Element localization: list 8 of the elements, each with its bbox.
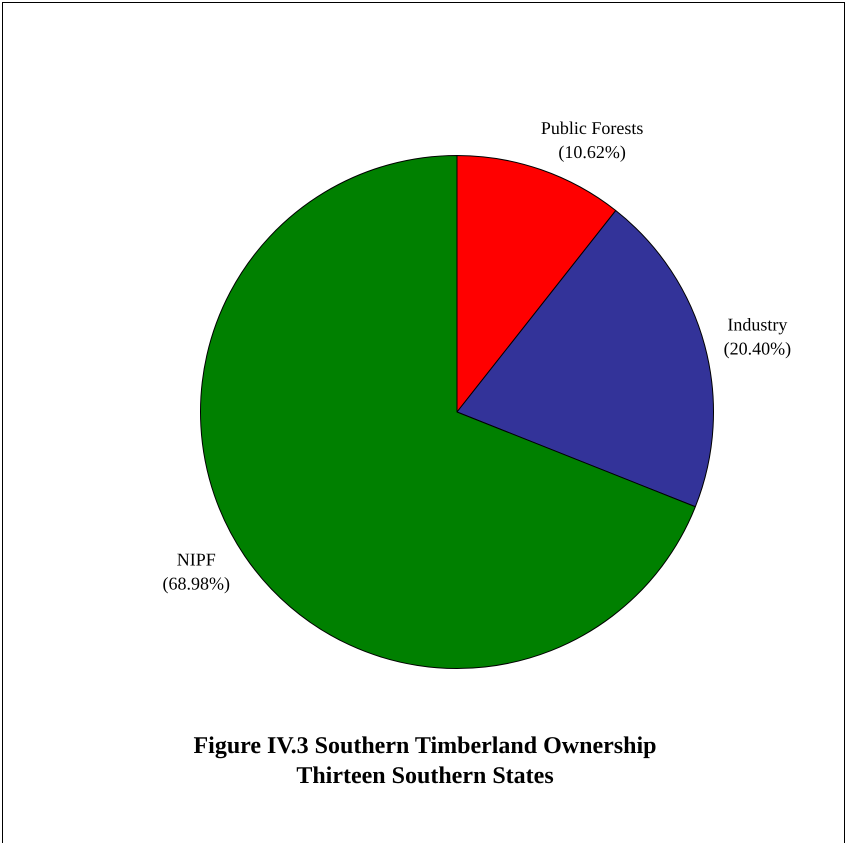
text: Thirteen Southern States <box>295 763 555 790</box>
slice-label: NIPF <box>176 550 216 570</box>
slice-label: Industry <box>727 314 788 334</box>
text: Figure IV.3 Southern Timberland Ownership <box>192 733 658 760</box>
data-label: (20.40%) <box>724 338 792 358</box>
data-label: (10.62%) <box>558 142 626 162</box>
data-label: (68.98%) <box>162 574 230 594</box>
slice-label: Public Forests <box>540 118 644 138</box>
